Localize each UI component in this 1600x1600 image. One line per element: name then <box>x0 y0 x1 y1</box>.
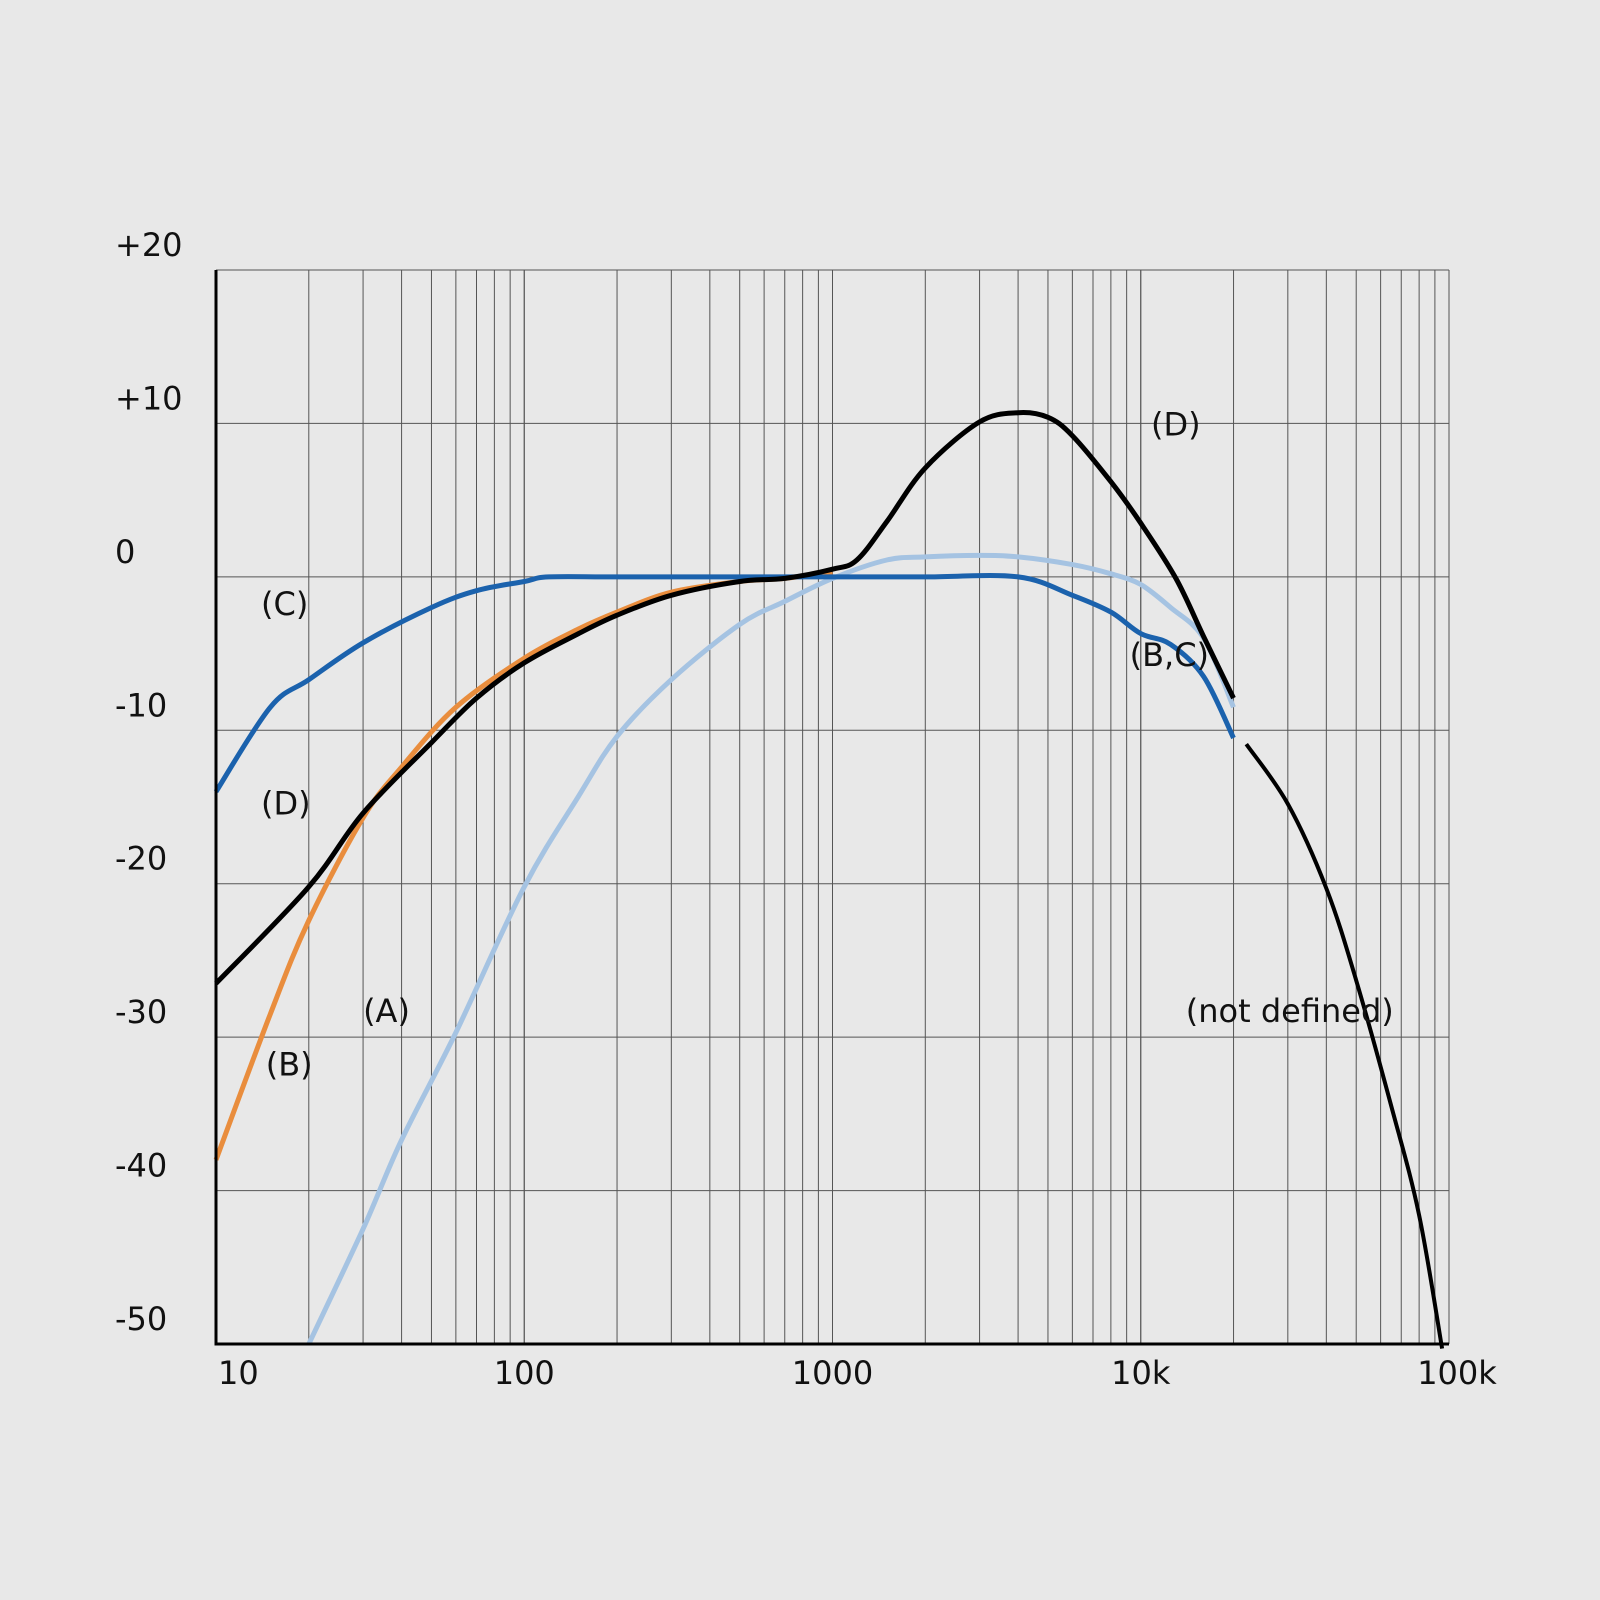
x-tick-label: 10 <box>218 1354 259 1392</box>
series-line-A <box>306 552 1236 1346</box>
series-line-D-ext <box>1244 742 1445 1349</box>
y-tick-label: -40 <box>115 1147 167 1185</box>
series-line-D <box>214 410 1236 986</box>
curve-label: (A) <box>363 992 410 1030</box>
y-tick-label: 0 <box>115 533 135 571</box>
x-tick-label: 100k <box>1417 1354 1497 1392</box>
series-group <box>213 410 1445 1349</box>
y-tick-label: -20 <box>115 840 167 878</box>
curve-label: (not defined) <box>1186 992 1394 1030</box>
x-tick-label: 100 <box>494 1354 555 1392</box>
series-line-C <box>213 573 1236 794</box>
curve-label: (B) <box>266 1046 313 1084</box>
y-tick-label: -10 <box>115 686 167 724</box>
x-tick-label: 1000 <box>792 1354 873 1392</box>
curve-label: (C) <box>261 585 308 623</box>
y-tick-label: +10 <box>115 379 183 417</box>
axes <box>214 270 1449 1346</box>
tick-labels: +20 +10 0 -10 -20 -30 -40 -50 10 100 1000 10k 100k <box>115 226 1497 1392</box>
grid <box>215 269 1450 1345</box>
y-tick-label: -30 <box>115 993 167 1031</box>
x-tick-label: 10k <box>1111 1354 1171 1392</box>
y-tick-label: -50 <box>115 1300 167 1338</box>
curve-annotations: (C) (D) (B) (A) (D) (B,C) (not defined) <box>261 406 1394 1084</box>
y-tick-label: +20 <box>115 226 183 264</box>
curve-label: (B,C) <box>1130 636 1209 674</box>
curve-label: (D) <box>261 785 311 823</box>
curve-label: (D) <box>1151 406 1201 444</box>
